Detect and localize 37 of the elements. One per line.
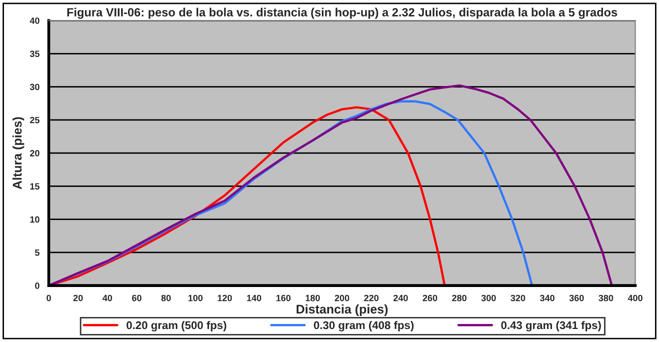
x-tick-label: 260 — [422, 294, 438, 302]
x-axis-title: Distancia (pies) — [296, 304, 388, 316]
x-tick-label: 240 — [393, 294, 408, 302]
y-axis-title: Altura (pies) — [12, 117, 24, 190]
x-tick-label: 120 — [218, 294, 232, 302]
legend-label: 0.20 gram (500 fps) — [126, 320, 226, 332]
y-tick-label: 20 — [30, 150, 40, 156]
x-tick-label: 0 — [46, 294, 51, 302]
x-tick-label: 80 — [161, 294, 171, 302]
x-tick-label: 20 — [73, 294, 83, 302]
chart-title: Figura VIII-06: peso de la bola vs. distancia (sin hop-up) a 2.32 Julios, disparada la bola a 5 grados — [67, 8, 618, 19]
y-tick-label: 5 — [34, 250, 40, 256]
legend-label: 0.43 gram (341 fps) — [501, 320, 601, 332]
x-tick-label: 320 — [510, 294, 526, 302]
y-tick-label: 10 — [30, 216, 40, 223]
y-tick-label: 30 — [30, 84, 40, 90]
x-tick-label: 220 — [364, 294, 379, 302]
x-tick-label: 60 — [132, 294, 142, 302]
y-tick-label: 0 — [35, 282, 40, 289]
y-tick-label: 40 — [30, 17, 40, 24]
y-tick-label: 15 — [30, 183, 40, 190]
x-tick-label: 180 — [306, 294, 320, 302]
x-tick-label: 400 — [628, 294, 642, 302]
y-tick-label: 35 — [30, 50, 40, 58]
x-tick-label: 160 — [276, 294, 291, 302]
x-tick-label: 300 — [481, 294, 496, 302]
y-tick-label: 25 — [30, 116, 40, 124]
x-tick-label: 140 — [247, 294, 262, 302]
x-tick-label: 340 — [540, 294, 554, 302]
x-tick-label: 200 — [334, 294, 350, 302]
x-tick-label: 100 — [188, 294, 203, 302]
x-tick-label: 40 — [102, 294, 112, 302]
line-series — [48, 84, 613, 286]
x-tick-label: 360 — [569, 294, 584, 302]
x-tick-label: 380 — [598, 294, 614, 302]
x-tick-label: 280 — [452, 294, 466, 302]
legend-label: 0.30 gram (408 fps) — [314, 320, 414, 332]
